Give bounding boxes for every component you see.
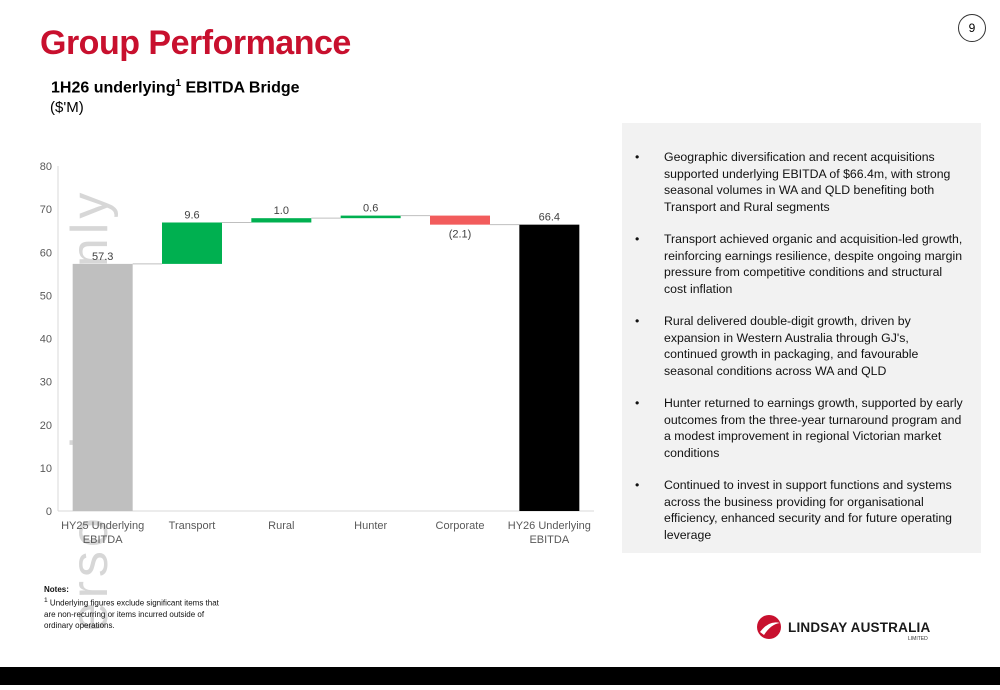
ebitda-bridge-chart: 0 10 20 30 40 50 60 70 80 57.3 HY25 Underlying EBIT… xyxy=(40,161,594,546)
y-tick-label: 40 xyxy=(40,334,52,346)
notes-text: Underlying figures exclude significant i… xyxy=(44,598,219,630)
end-bar xyxy=(519,224,580,511)
category-label: Rural xyxy=(268,520,294,532)
data-label: 57.3 xyxy=(92,251,113,263)
company-logo: LINDSAY AUSTRALIA LIMITED xyxy=(756,614,931,642)
chart-title-text: 1H26 underlying xyxy=(51,79,176,97)
start-bar xyxy=(72,263,133,511)
category-label: EBITDA xyxy=(83,534,123,546)
y-tick-label: 30 xyxy=(40,377,52,389)
commentary-panel: Geographic diversification and recent ac… xyxy=(622,123,981,553)
data-label: 9.6 xyxy=(184,209,199,221)
notes: Notes: 1 Underlying figures exclude sign… xyxy=(44,584,224,631)
chart-title: 1H26 underlying1 EBITDA Bridge xyxy=(51,78,300,97)
y-tick-label: 0 xyxy=(46,506,52,518)
data-label: 0.6 xyxy=(363,203,378,215)
logo-sub: LIMITED xyxy=(908,636,928,642)
category-label: HY26 Underlying xyxy=(508,520,591,532)
category-label: Hunter xyxy=(354,520,387,532)
y-tick-label: 10 xyxy=(40,463,52,475)
y-tick-label: 20 xyxy=(40,420,52,432)
notes-heading: Notes: xyxy=(44,585,69,594)
data-label: 66.4 xyxy=(539,212,560,224)
category-label: HY25 Underlying xyxy=(61,520,144,532)
increase-bar xyxy=(251,218,312,223)
commentary-item: Rural delivered double-digit growth, dri… xyxy=(635,313,965,379)
notes-marker: 1 xyxy=(44,597,48,604)
logo-name: LINDSAY AUSTRALIA xyxy=(788,619,931,635)
increase-bar xyxy=(162,222,222,264)
footer-bar xyxy=(0,667,1000,685)
footnote-marker: 1 xyxy=(175,78,182,89)
page-number: 9 xyxy=(958,14,986,42)
commentary-list: Geographic diversification and recent ac… xyxy=(622,123,981,543)
commentary-item: Geographic diversification and recent ac… xyxy=(635,149,965,215)
commentary-item: Continued to invest in support functions… xyxy=(635,477,965,543)
y-tick-label: 80 xyxy=(40,161,52,173)
commentary-item: Transport achieved organic and acquisiti… xyxy=(635,231,965,297)
category-label: Corporate xyxy=(436,520,485,532)
page-title: Group Performance xyxy=(40,24,351,62)
decrease-bar xyxy=(430,215,490,225)
chart-units: ($'M) xyxy=(50,99,84,116)
increase-bar xyxy=(340,215,401,219)
category-label: Transport xyxy=(169,520,216,532)
commentary-item: Hunter returned to earnings growth, supp… xyxy=(635,395,965,461)
y-tick-label: 50 xyxy=(40,290,52,302)
logo-icon xyxy=(757,615,781,639)
category-label: EBITDA xyxy=(529,534,569,546)
data-label: (2.1) xyxy=(449,229,472,241)
chart-title-rest: EBITDA Bridge xyxy=(181,79,300,97)
y-tick-label: 60 xyxy=(40,247,52,259)
data-label: 1.0 xyxy=(274,205,289,217)
y-tick-label: 70 xyxy=(40,204,52,216)
